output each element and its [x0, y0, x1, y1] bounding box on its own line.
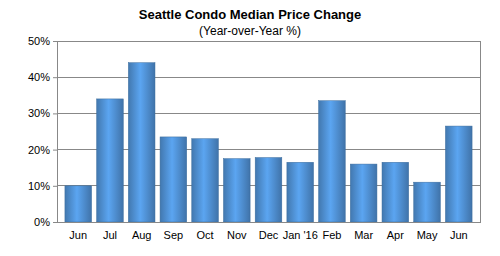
x-tick: Mar: [354, 229, 373, 241]
x-tick: Aug: [132, 229, 152, 241]
title: Seattle Condo Median Price Change: [139, 7, 362, 22]
bar: [255, 158, 282, 222]
y-tick-mark: [53, 41, 57, 42]
x-axis-line: [58, 222, 481, 223]
y-tick: 50%: [28, 35, 57, 47]
y-tick-label: 30%: [28, 107, 50, 119]
y-tick-mark: [53, 150, 57, 151]
x-tick-label: Jun: [69, 229, 87, 241]
x-tick-label: Feb: [322, 229, 341, 241]
bar: [382, 162, 409, 222]
y-tick-label: 10%: [28, 180, 50, 192]
y-tick-label: 40%: [28, 71, 50, 83]
x-tick: May: [417, 229, 438, 241]
x-tick: Oct: [197, 229, 214, 241]
x-tick: Jan '16: [283, 229, 318, 241]
bar: [128, 63, 155, 222]
x-tick-label: Jun: [450, 229, 468, 241]
x-tick-label: Aug: [132, 229, 152, 241]
y-tick: 20%: [28, 144, 57, 156]
x-tick-label: Jan '16: [283, 229, 318, 241]
y-tick: 30%: [28, 107, 57, 119]
plot-frame: [57, 41, 480, 222]
x-tick: Feb: [322, 229, 341, 241]
x-tick-label: Mar: [354, 229, 373, 241]
bar: [350, 164, 377, 222]
bar: [319, 101, 346, 222]
bar: [287, 162, 314, 222]
bar: [192, 139, 219, 222]
y-axis-line: [57, 42, 58, 223]
x-tick-label: Nov: [227, 229, 247, 241]
y-tick: 40%: [28, 71, 57, 83]
x-tick: Sep: [164, 229, 184, 241]
y-tick-mark: [53, 77, 57, 78]
x-tick-label: Oct: [197, 229, 214, 241]
subtitle: (Year-over-Year %): [199, 24, 301, 38]
x-tick: Dec: [259, 229, 279, 241]
bar: [65, 186, 92, 222]
bar: [445, 126, 472, 222]
x-tick-label: Dec: [259, 229, 279, 241]
x-tick: Jul: [103, 229, 117, 241]
x-axis: Jun Jul Aug Sep Oct Nov Dec Jan '16 Feb Mar Apr May…: [58, 223, 481, 241]
x-tick: Apr: [387, 229, 404, 241]
bar: [223, 159, 250, 222]
plot-area: 0% 10% 20% 30% 40% 50% Jun Jul Aug Sep Oct Nov Dec Ja…: [28, 35, 481, 241]
y-tick: 10%: [28, 180, 57, 192]
y-tick-mark: [53, 222, 57, 223]
y-axis: 0% 10% 20% 30% 40% 50%: [28, 35, 58, 228]
bar: [97, 99, 124, 222]
y-tick: 0%: [34, 216, 57, 228]
chart: Seattle Condo Median Price Change (Year-o…: [0, 0, 500, 256]
x-tick-label: May: [417, 229, 438, 241]
bar: [160, 137, 187, 222]
y-tick-label: 20%: [28, 144, 50, 156]
x-tick-label: Jul: [103, 229, 117, 241]
x-tick-label: Sep: [164, 229, 184, 241]
grid-line: [57, 77, 480, 78]
y-tick-mark: [53, 113, 57, 114]
x-tick: Nov: [227, 229, 247, 241]
y-tick-label: 50%: [28, 35, 50, 47]
y-tick-mark: [53, 186, 57, 187]
y-tick-label: 0%: [34, 216, 50, 228]
x-tick: Jun: [69, 229, 87, 241]
grid: [57, 41, 480, 222]
x-tick: Jun: [450, 229, 468, 241]
bars: [65, 63, 472, 222]
x-tick-label: Apr: [387, 229, 404, 241]
bar: [414, 182, 441, 222]
